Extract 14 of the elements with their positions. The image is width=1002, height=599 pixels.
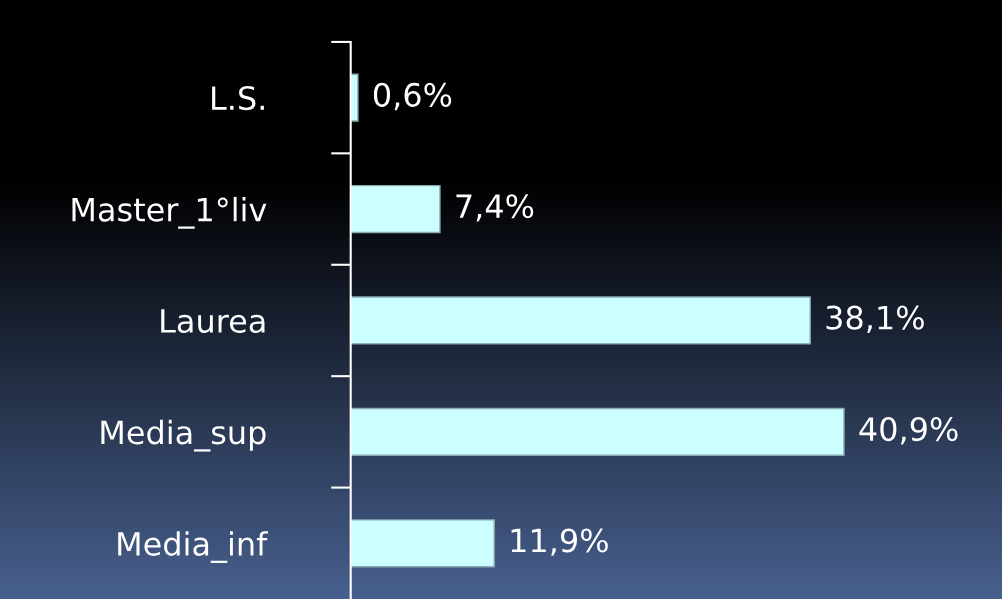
- bar: [350, 296, 811, 345]
- y-tick-label: Media_inf: [118, 531, 268, 563]
- bar: [350, 407, 845, 456]
- data-label: 11,9%: [511, 528, 608, 556]
- bar: [350, 519, 495, 568]
- y-tick-label: Master_1°liv: [72, 196, 267, 229]
- y-tick-label: Media_sup: [101, 419, 266, 452]
- data-label: 38,1%: [826, 305, 924, 333]
- y-tick-label: L.S.: [212, 86, 264, 111]
- data-label: 7,4%: [456, 194, 534, 222]
- data-label: 0,6%: [373, 82, 452, 111]
- y-tick-label: Laurea: [161, 309, 265, 334]
- bar: [350, 184, 441, 234]
- data-label: 40,9%: [859, 416, 958, 445]
